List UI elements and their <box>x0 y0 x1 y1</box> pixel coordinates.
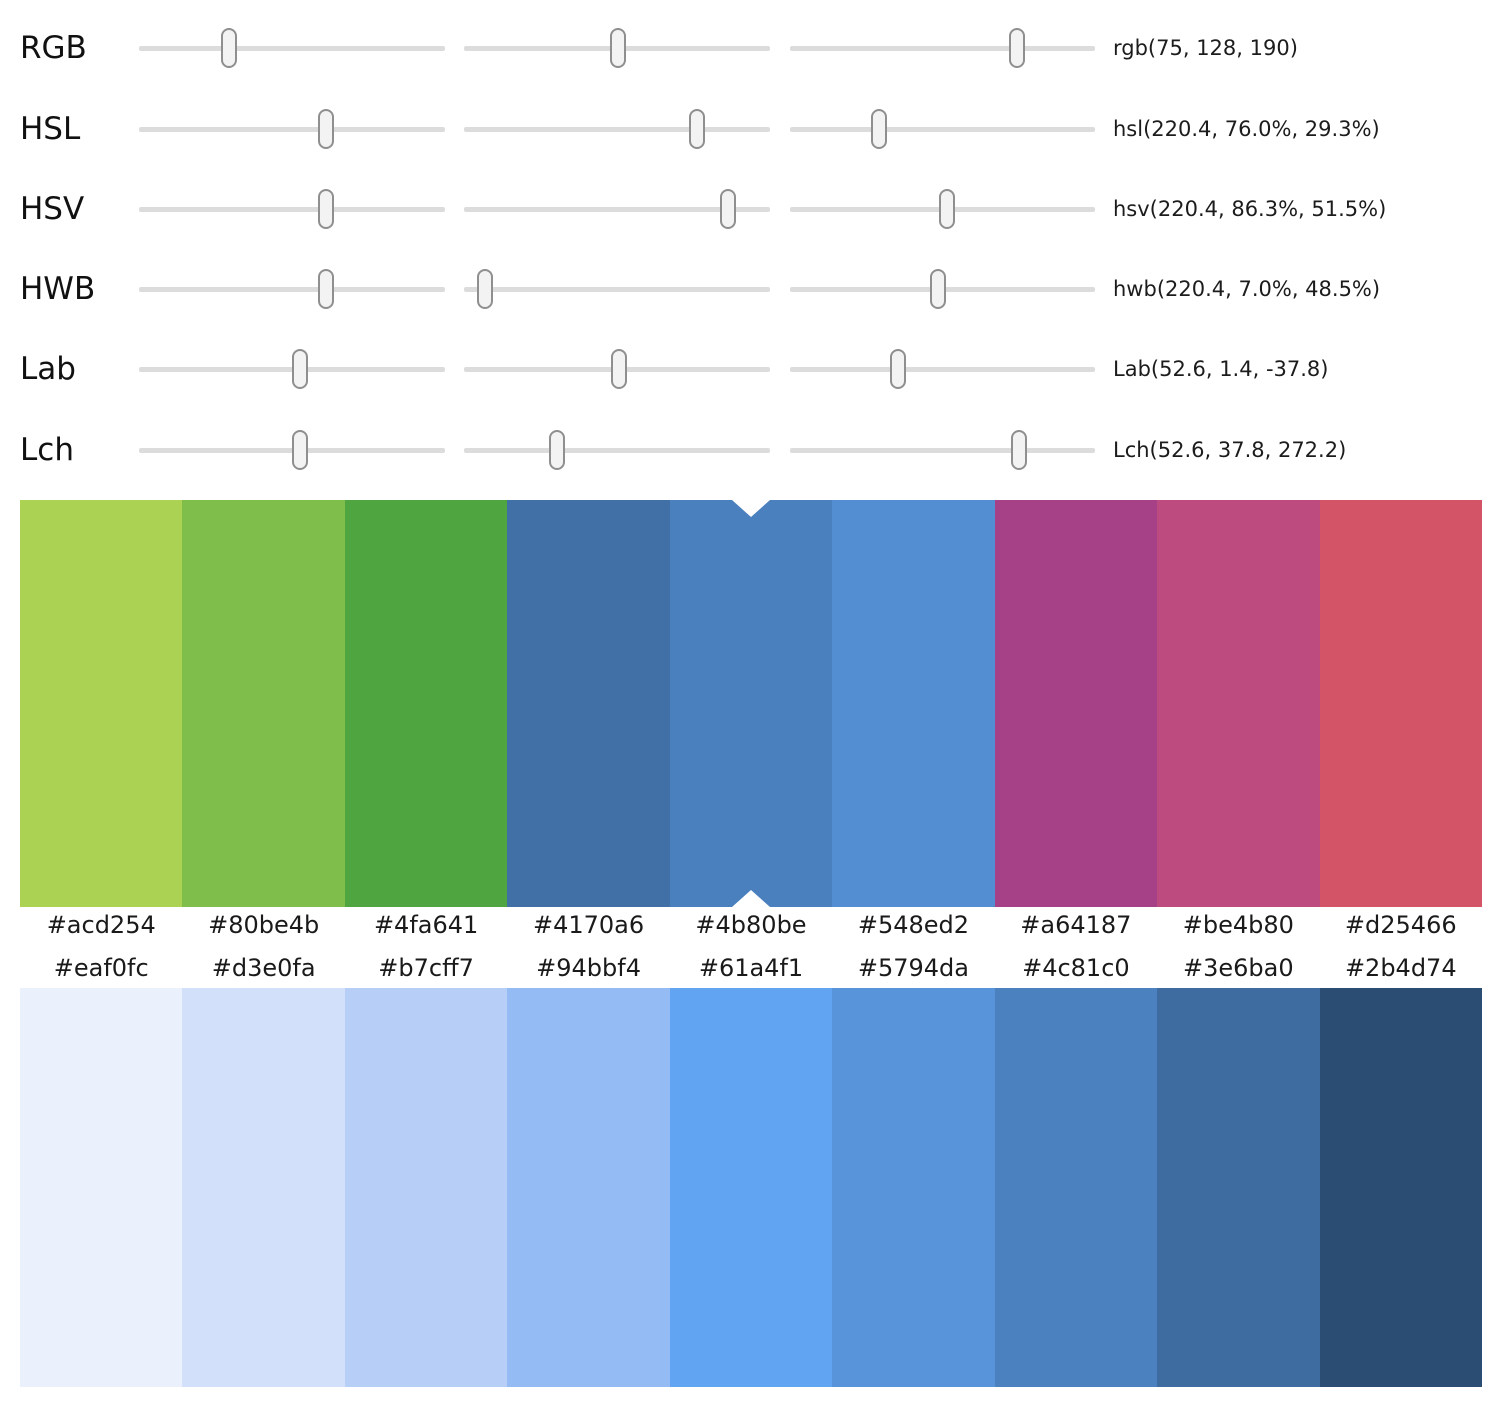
hex-label: #4c81c0 <box>1022 954 1130 982</box>
tint-swatch[interactable] <box>994 988 1158 1387</box>
slider-thumb[interactable] <box>1009 28 1026 68</box>
slider-thumb[interactable] <box>477 269 494 309</box>
tint-swatch[interactable] <box>1157 988 1320 1387</box>
tint-swatch[interactable] <box>507 988 670 1387</box>
slider-thumb[interactable] <box>929 269 946 309</box>
hue-swatch[interactable] <box>1157 500 1320 907</box>
tint-swatch[interactable] <box>1319 988 1482 1387</box>
slider-thumb[interactable] <box>291 430 308 470</box>
color-value-label: Lch(52.6, 37.8, 272.2) <box>1113 438 1347 462</box>
slider-track[interactable] <box>139 126 445 132</box>
slider-track[interactable] <box>139 286 445 292</box>
tint-swatch[interactable] <box>344 988 508 1387</box>
slider-track[interactable] <box>464 206 770 212</box>
color-value-label: hwb(220.4, 7.0%, 48.5%) <box>1113 277 1381 301</box>
tint-swatch[interactable] <box>20 988 183 1387</box>
color-value-label: hsv(220.4, 86.3%, 51.5%) <box>1113 197 1387 221</box>
slider-row-label: Lch <box>20 432 74 468</box>
slider-row-label: HWB <box>20 271 96 307</box>
slider-thumb[interactable] <box>291 349 308 389</box>
slider-track[interactable] <box>464 126 770 132</box>
hue-swatch[interactable] <box>994 500 1158 907</box>
slider-thumb[interactable] <box>318 189 335 229</box>
slider-track[interactable] <box>464 286 770 292</box>
slider-row-label: HSV <box>20 191 85 227</box>
slider-track[interactable] <box>790 45 1095 51</box>
hue-swatch[interactable] <box>182 500 345 907</box>
slider-track[interactable] <box>790 366 1095 372</box>
hex-label: #5794da <box>857 954 970 982</box>
hex-label: #eaf0fc <box>53 954 149 982</box>
tint-swatch[interactable] <box>182 988 345 1387</box>
tint-swatch[interactable] <box>669 988 833 1387</box>
slider-track[interactable] <box>790 447 1095 453</box>
hex-label: #be4b80 <box>1182 911 1294 939</box>
slider-thumb[interactable] <box>939 189 956 229</box>
slider-track[interactable] <box>139 45 445 51</box>
selected-swatch-notch-top-icon <box>732 500 770 517</box>
hex-label: #80be4b <box>208 911 320 939</box>
slider-thumb[interactable] <box>318 269 335 309</box>
color-value-label: hsl(220.4, 76.0%, 29.3%) <box>1113 117 1380 141</box>
slider-row-label: Lab <box>20 351 76 387</box>
selected-swatch-notch-bottom-icon <box>732 890 770 907</box>
hue-swatch[interactable] <box>1319 500 1482 907</box>
slider-thumb[interactable] <box>1010 430 1027 470</box>
slider-thumb[interactable] <box>549 430 566 470</box>
slider-track[interactable] <box>464 447 770 453</box>
hex-label: #4170a6 <box>532 911 645 939</box>
tint-palette <box>20 988 1482 1387</box>
slider-row-label: HSL <box>20 111 81 147</box>
hue-swatch[interactable] <box>344 500 508 907</box>
slider-thumb[interactable] <box>220 28 237 68</box>
slider-thumb[interactable] <box>871 109 888 149</box>
hex-label: #a64187 <box>1020 911 1132 939</box>
color-value-label: Lab(52.6, 1.4, -37.8) <box>1113 357 1329 381</box>
slider-track[interactable] <box>139 206 445 212</box>
slider-thumb[interactable] <box>609 28 626 68</box>
slider-thumb[interactable] <box>611 349 628 389</box>
color-value-label: rgb(75, 128, 190) <box>1113 36 1298 60</box>
hex-label: #3e6ba0 <box>1183 954 1294 982</box>
hex-label: #2b4d74 <box>1344 954 1457 982</box>
hex-label: #4fa641 <box>373 911 479 939</box>
hue-swatch[interactable] <box>507 500 670 907</box>
hex-label: #94bbf4 <box>536 954 641 982</box>
slider-track[interactable] <box>790 126 1095 132</box>
hex-label: #61a4f1 <box>698 954 804 982</box>
hex-label: #acd254 <box>46 911 156 939</box>
tint-swatch[interactable] <box>832 988 995 1387</box>
hue-palette <box>20 500 1482 907</box>
hex-label: #d3e0fa <box>211 954 316 982</box>
slider-row-label: RGB <box>20 30 87 66</box>
slider-thumb[interactable] <box>889 349 906 389</box>
hue-swatch[interactable] <box>20 500 183 907</box>
slider-thumb[interactable] <box>318 109 335 149</box>
hex-label: #d25466 <box>1344 911 1457 939</box>
slider-thumb[interactable] <box>720 189 737 229</box>
slider-thumb[interactable] <box>688 109 705 149</box>
hex-label: #4b80be <box>695 911 807 939</box>
hex-label: #548ed2 <box>857 911 970 939</box>
hue-swatch[interactable] <box>832 500 995 907</box>
hue-swatch[interactable] <box>669 500 833 907</box>
hex-label: #b7cff7 <box>378 954 474 982</box>
